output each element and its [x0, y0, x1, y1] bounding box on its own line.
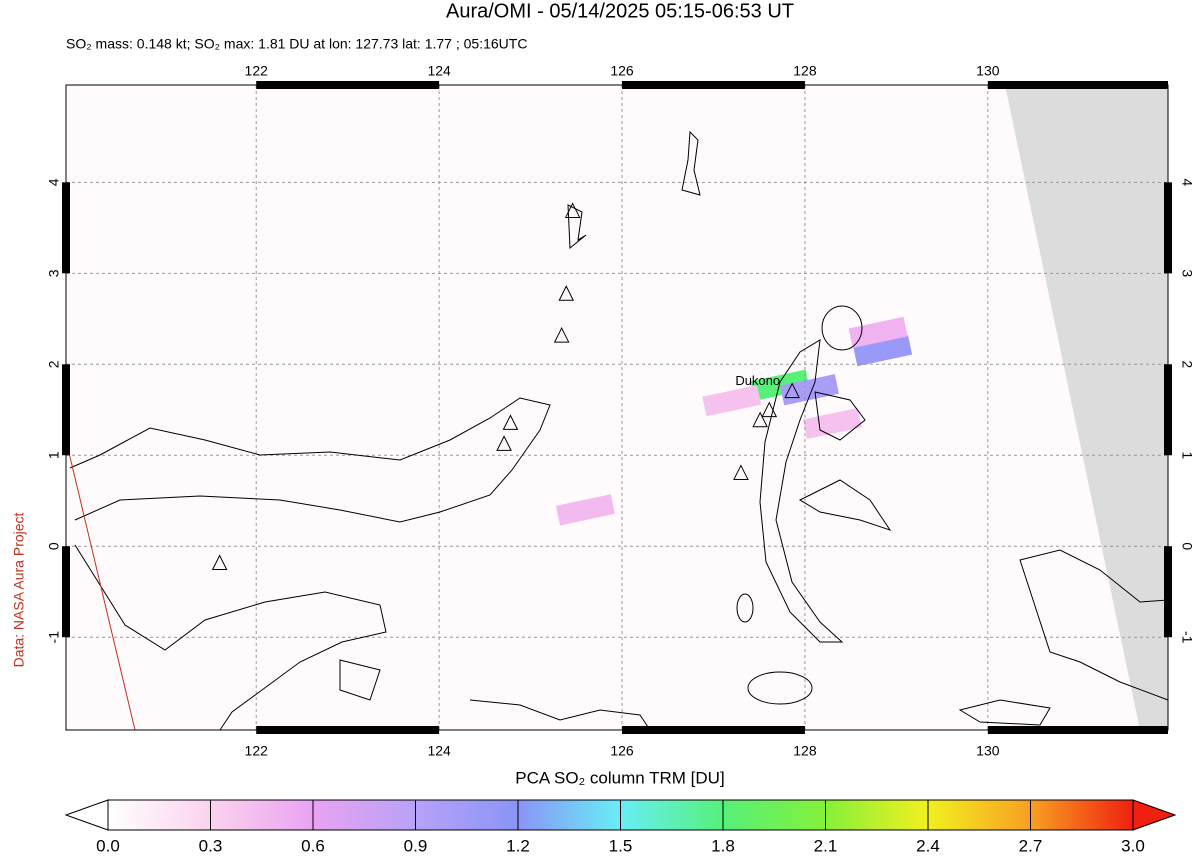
volcano [733, 464, 749, 480]
volcano [752, 411, 768, 428]
colorbar-tick-label: 2.7 [1019, 836, 1043, 855]
frame-bar [987, 81, 1168, 89]
coastline [821, 305, 863, 351]
x-tick-label: 130 [976, 743, 1000, 759]
coastline [814, 391, 866, 441]
no-data-swath [1005, 85, 1168, 730]
colorbar-title: PCA SO₂ column TRM [DU] [515, 768, 724, 787]
y-tick-label: 4 [46, 178, 62, 186]
frame-bar [622, 81, 805, 89]
colorbar-tick-label: 2.4 [916, 836, 940, 855]
y-tick-label: 1 [46, 451, 62, 459]
y-tick-label: 0 [46, 542, 62, 550]
volcano [558, 285, 575, 301]
credit: Data: NASA Aura Project [11, 512, 27, 667]
coastline [736, 593, 754, 623]
frame-bar [62, 546, 70, 638]
frame-bar [1164, 364, 1172, 456]
orbit-edge [65, 439, 136, 731]
so2-pixel [702, 385, 762, 417]
y-tick-label: -1 [46, 631, 62, 644]
volcanoes: Dukono [211, 202, 800, 571]
coastline [69, 397, 551, 523]
colorbar-arrow-high [1132, 799, 1177, 831]
frame-bar [256, 726, 440, 734]
colorbar-tick-label: 3.0 [1121, 836, 1145, 855]
coastline [747, 671, 813, 705]
coastline [681, 130, 701, 196]
y-tick-label: 2 [1179, 360, 1195, 368]
volcano [496, 435, 512, 451]
coastline [958, 699, 1051, 726]
volcano [502, 414, 519, 430]
x-tick-label: 122 [245, 743, 269, 759]
frame-bar [62, 182, 70, 274]
frame-bars [62, 81, 1172, 734]
y-tick-label: 0 [1179, 542, 1195, 550]
x-tick-label: 124 [427, 63, 451, 79]
frame-bar [256, 81, 440, 89]
x-tick-label: 124 [427, 743, 451, 759]
colorbar-tick-label: 0.6 [301, 836, 325, 855]
map-area: Dukono [62, 81, 1172, 734]
colorbar-arrow-low [64, 799, 109, 831]
coastline [74, 544, 387, 731]
so2-pixel [853, 335, 913, 367]
grid [66, 85, 1168, 730]
frame-bar [1164, 182, 1172, 274]
volcano [761, 401, 778, 418]
coastline [759, 339, 844, 643]
colorbar-tick-label: 2.1 [814, 836, 838, 855]
x-tick-label: 128 [793, 743, 817, 759]
y-tick-label: 1 [1179, 451, 1195, 459]
volcano [211, 554, 228, 571]
volcano [784, 382, 800, 399]
x-tick-label: 126 [610, 63, 634, 79]
colorbar-tick-label: 1.5 [609, 836, 633, 855]
frame-bar [987, 726, 1168, 734]
so2-pixel [555, 494, 615, 526]
colorbar-tick-label: 0.9 [404, 836, 428, 855]
frame-bar [62, 364, 70, 456]
map-background [66, 85, 1168, 730]
y-tick-label: 3 [46, 269, 62, 277]
y-tick-label: 4 [1179, 178, 1195, 186]
y-tick-label: 3 [1179, 269, 1195, 277]
coastline [469, 699, 651, 731]
coastline [567, 204, 587, 250]
frame-bar [622, 726, 805, 734]
colorbar-tick-label: 1.8 [711, 836, 735, 855]
so2-pixel [802, 407, 862, 440]
colorbar-tick-label: 0.3 [199, 836, 223, 855]
subtitle: SO₂ mass: 0.148 kt; SO₂ max: 1.81 DU at … [66, 36, 527, 52]
y-tick-label: 2 [46, 360, 62, 368]
coastlines [69, 130, 1169, 731]
title: Aura/OMI - 05/14/2025 05:15-06:53 UT [446, 0, 794, 22]
colorbar-tick-label: 0.0 [96, 836, 120, 855]
coastline [798, 479, 892, 531]
frame-bar [1164, 546, 1172, 638]
so2-pixel [750, 369, 810, 401]
colorbar: 0.0 0.3 0.6 0.9 1.2 1.5 1.8 2.1 2.4 2.7 3.0 [64, 799, 1177, 855]
x-tick-label: 128 [793, 63, 817, 79]
volcano [553, 326, 570, 343]
x-tick-label: 130 [976, 63, 1000, 79]
volcano-label: Dukono [735, 373, 780, 388]
x-tick-label: 126 [610, 743, 634, 759]
so2-pixel [848, 316, 908, 349]
colorbar-tick-label: 1.2 [506, 836, 530, 855]
y-tick-label: -1 [1179, 631, 1195, 644]
x-tick-label: 122 [245, 63, 269, 79]
coastline [339, 659, 381, 701]
volcano [564, 202, 581, 218]
